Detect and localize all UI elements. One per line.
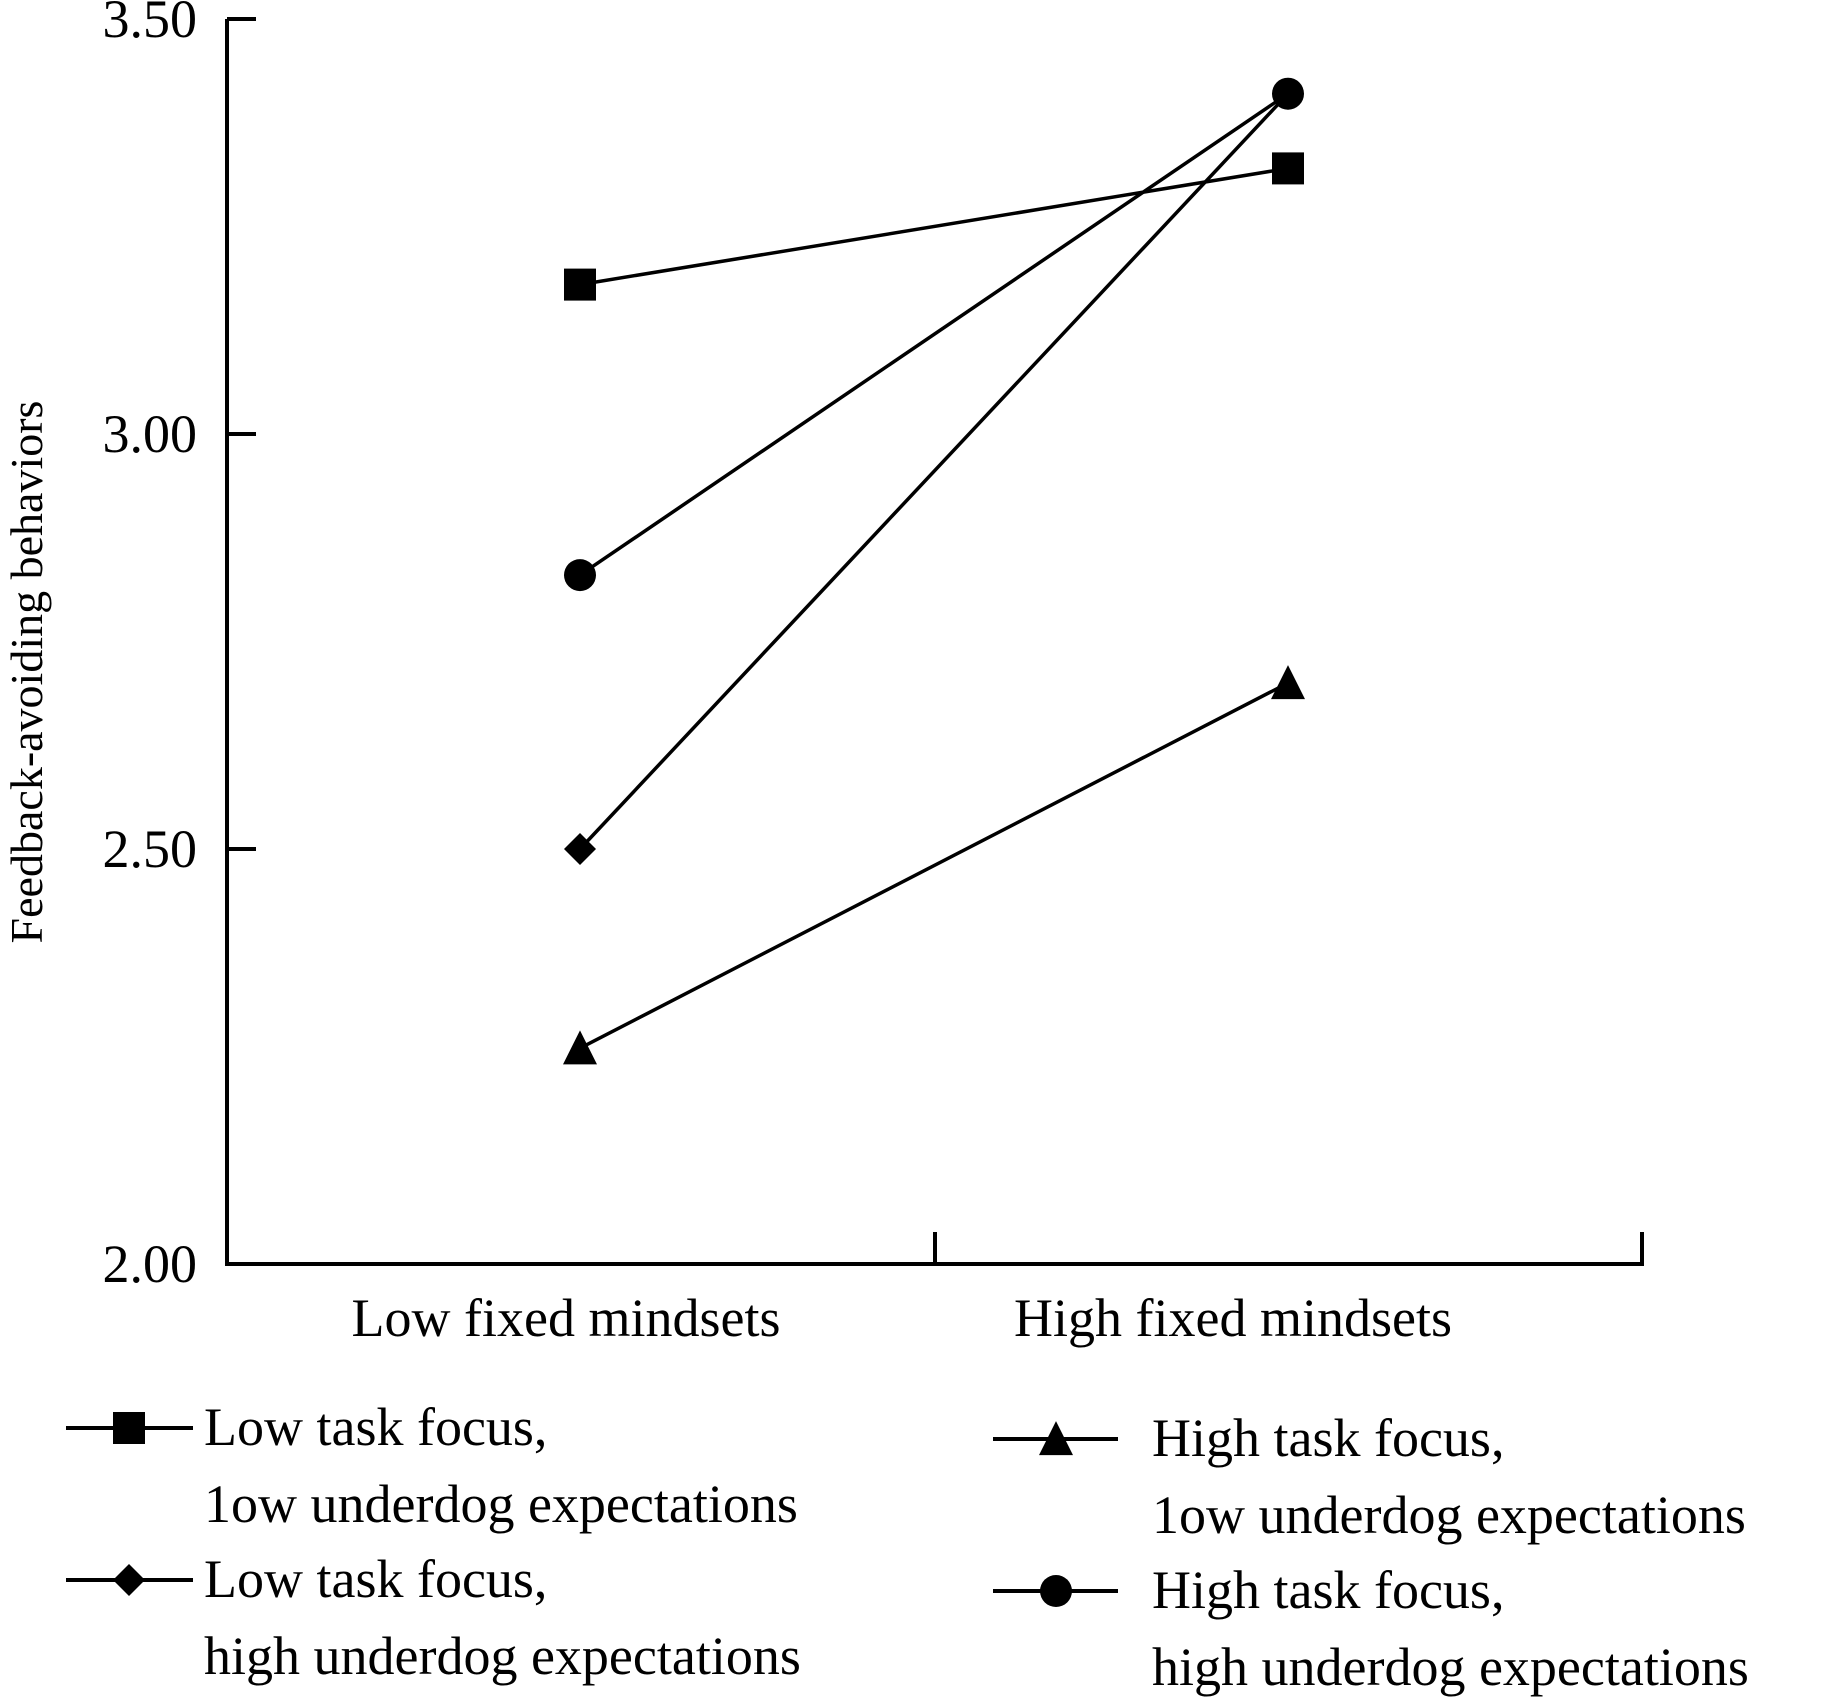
series-line: [579, 681, 1289, 1050]
legend-label: high underdog expectations: [1152, 1637, 1749, 1697]
series-circle: [564, 77, 1304, 592]
series-diamond: [564, 77, 1304, 865]
y-tick-label: 2.50: [103, 819, 198, 879]
square-marker: [1272, 152, 1304, 185]
series-line: [579, 92, 1289, 577]
legend-item: Low task focus, 1ow underdog expectations: [66, 1397, 798, 1534]
legend-item: High task focus, high underdog expectatio…: [993, 1560, 1749, 1697]
triangle-marker: [563, 1030, 597, 1065]
diamond-marker: [564, 833, 596, 865]
circle-marker: [564, 559, 596, 592]
legend-label: Low task focus,: [204, 1397, 547, 1457]
legend-label: high underdog expectations: [204, 1626, 801, 1686]
series-line: [579, 166, 1289, 287]
y-axis-title: Feedback-avoiding behaviors: [1, 401, 52, 944]
axes: [225, 19, 1644, 1266]
legend-label: High task focus,: [1152, 1408, 1504, 1468]
series-square: [564, 152, 1304, 301]
series-group: [563, 77, 1305, 1065]
triangle-marker: [1039, 1421, 1073, 1456]
y-tick-label: 2.00: [103, 1234, 198, 1294]
y-ticks: 2.00 2.50 3.00 3.50: [103, 0, 256, 1294]
legend-label: 1ow underdog expectations: [1152, 1485, 1746, 1545]
x-category-label: High fixed mindsets: [1014, 1288, 1452, 1348]
series-triangle: [563, 665, 1305, 1065]
circle-marker: [1040, 1575, 1072, 1607]
square-marker: [113, 1412, 145, 1444]
y-tick-label: 3.50: [103, 0, 198, 49]
legend-item: Low task focus, high underdog expectation…: [66, 1549, 801, 1686]
triangle-marker: [1271, 665, 1305, 700]
y-tick-label: 3.00: [103, 404, 198, 464]
series-line: [578, 92, 1290, 851]
legend-label: Low task focus,: [204, 1549, 547, 1609]
x-category-labels: Low fixed mindsets High fixed mindsets: [352, 1288, 1452, 1348]
diamond-marker: [113, 1564, 145, 1596]
legend-label: High task focus,: [1152, 1560, 1504, 1620]
legend-label: 1ow underdog expectations: [204, 1474, 798, 1534]
x-category-label: Low fixed mindsets: [352, 1288, 781, 1348]
legend-item: High task focus, 1ow underdog expectation…: [993, 1408, 1746, 1545]
circle-marker: [1272, 77, 1304, 110]
square-marker: [564, 268, 596, 301]
legend: Low task focus, 1ow underdog expectations…: [66, 1397, 1749, 1697]
